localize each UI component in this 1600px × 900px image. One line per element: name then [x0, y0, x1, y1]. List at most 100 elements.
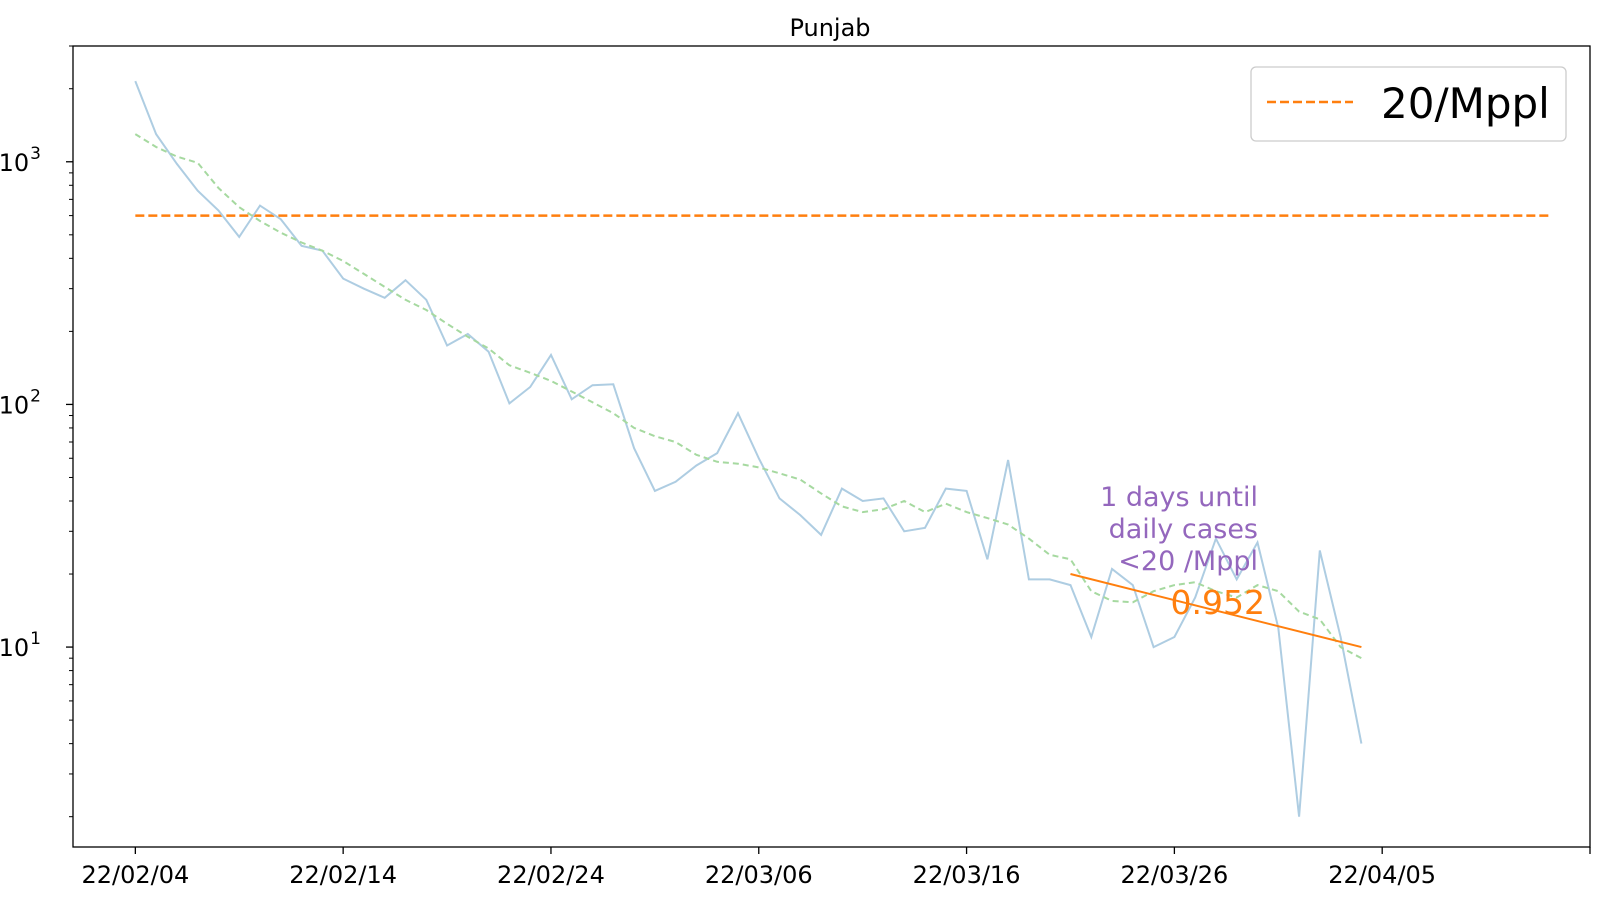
daily-point-32: [799, 514, 801, 516]
smoothed-point-11: [363, 273, 365, 275]
smoothed-point-18: [508, 364, 510, 366]
daily-point-5: [238, 236, 240, 238]
axes: 22/02/04 22/02/14 22/02/24 22/03/06 22/03/16…: [0, 45, 1591, 889]
annotation-line-cases: daily cases: [1109, 514, 1258, 545]
daily-point-3: [197, 190, 199, 192]
smoothed-point-45: [1069, 558, 1071, 560]
plot-area: [134, 80, 1549, 818]
daily-point-40: [965, 490, 967, 492]
daily-point-18: [508, 402, 510, 404]
legend-threshold-label: 20/Mppl: [1381, 79, 1550, 128]
daily-point-1: [155, 133, 157, 135]
smoothed-point-57: [1319, 618, 1321, 620]
chart-title: Punjab: [789, 14, 870, 42]
smoothed-point-44: [1049, 554, 1051, 556]
smoothed-point-26: [674, 441, 676, 443]
smoothed-point-0: [134, 133, 136, 135]
smoothed-point-35: [862, 511, 864, 513]
smoothed-point-23: [612, 412, 614, 414]
daily-point-8: [300, 245, 302, 247]
daily-point-48: [1132, 584, 1134, 586]
daily-point-34: [841, 487, 843, 489]
x-tick-label-3: 22/03/06: [705, 861, 813, 889]
smoothed-point-31: [778, 472, 780, 474]
daily-point-38: [924, 527, 926, 529]
smoothed-point-8: [300, 241, 302, 243]
daily-point-10: [342, 277, 344, 279]
daily-point-47: [1111, 568, 1113, 570]
daily-point-20: [550, 354, 552, 356]
smoothed-point-5: [238, 206, 240, 208]
forecast-annotation: 1 days until daily cases <20 /Mppl 0.952: [1100, 482, 1265, 622]
smoothed-point-4: [217, 187, 219, 189]
smoothed-point-41: [986, 517, 988, 519]
x-tick-label-0: 22/02/04: [81, 861, 189, 889]
smoothed-point-43: [1028, 537, 1030, 539]
smoothed-point-6: [259, 220, 261, 222]
smoothed-point-47: [1111, 600, 1113, 602]
smoothed-point-32: [799, 478, 801, 480]
daily-point-50: [1173, 636, 1175, 638]
smoothed-point-1: [155, 146, 157, 148]
smoothed-point-33: [820, 492, 822, 494]
daily-point-36: [882, 497, 884, 499]
smoothed-point-58: [1339, 646, 1341, 648]
smoothed-point-13: [404, 299, 406, 301]
smoothed-point-14: [425, 309, 427, 311]
smoothed-point-24: [633, 427, 635, 429]
smoothed-point-49: [1152, 590, 1154, 592]
trend-line: [1070, 573, 1362, 649]
daily-point-45: [1069, 584, 1071, 586]
smoothed-point-36: [882, 508, 884, 510]
daily-point-25: [654, 490, 656, 492]
daily-point-42: [1007, 459, 1009, 461]
daily-point-16: [467, 333, 469, 335]
daily-point-17: [487, 351, 489, 353]
daily-point-58: [1339, 636, 1341, 638]
smoothed-point-30: [758, 466, 760, 468]
smoothed-point-40: [965, 511, 967, 513]
smoothed-point-48: [1132, 601, 1134, 603]
smoothed-point-42: [1007, 523, 1009, 525]
smoothed-point-7: [280, 232, 282, 234]
daily-point-44: [1049, 578, 1051, 580]
x-tick-label-1: 22/02/14: [289, 861, 397, 889]
x-tick-label-6: 22/04/05: [1328, 861, 1436, 889]
daily-point-59: [1360, 742, 1362, 744]
daily-point-23: [612, 383, 614, 385]
smoothed-point-46: [1090, 590, 1092, 592]
legend: 20/Mppl: [1250, 66, 1567, 142]
smoothed-point-17: [487, 347, 489, 349]
daily-point-33: [820, 534, 822, 536]
annotation-line-threshold: <20 /Mppl: [1118, 546, 1258, 577]
daily-point-6: [259, 204, 261, 206]
x-tick-label-5: 22/03/26: [1120, 861, 1228, 889]
daily-point-4: [217, 209, 219, 211]
daily-point-7: [280, 218, 282, 220]
daily-point-37: [903, 530, 905, 532]
daily-point-57: [1319, 549, 1321, 551]
daily-point-24: [633, 447, 635, 449]
smoothed-point-55: [1277, 590, 1279, 592]
daily-point-11: [363, 288, 365, 290]
smoothed-point-29: [737, 463, 739, 465]
daily-point-26: [674, 481, 676, 483]
x-tick-label-2: 22/02/24: [497, 861, 605, 889]
daily-point-46: [1090, 636, 1092, 638]
daily-point-19: [529, 386, 531, 388]
daily-point-2: [176, 163, 178, 165]
daily-point-39: [945, 487, 947, 489]
smoothed-cases-line: [134, 133, 1362, 660]
smoothed-point-15: [446, 323, 448, 325]
daily-point-22: [591, 384, 593, 386]
smoothed-point-38: [924, 511, 926, 513]
daily-point-0: [134, 80, 136, 82]
smoothed-point-59: [1360, 657, 1362, 659]
daily-point-56: [1298, 816, 1300, 818]
smoothed-point-20: [550, 380, 552, 382]
x-tick-label-4: 22/03/16: [913, 861, 1021, 889]
daily-point-31: [778, 497, 780, 499]
smoothed-point-37: [903, 500, 905, 502]
daily-point-27: [695, 464, 697, 466]
daily-point-30: [758, 457, 760, 459]
